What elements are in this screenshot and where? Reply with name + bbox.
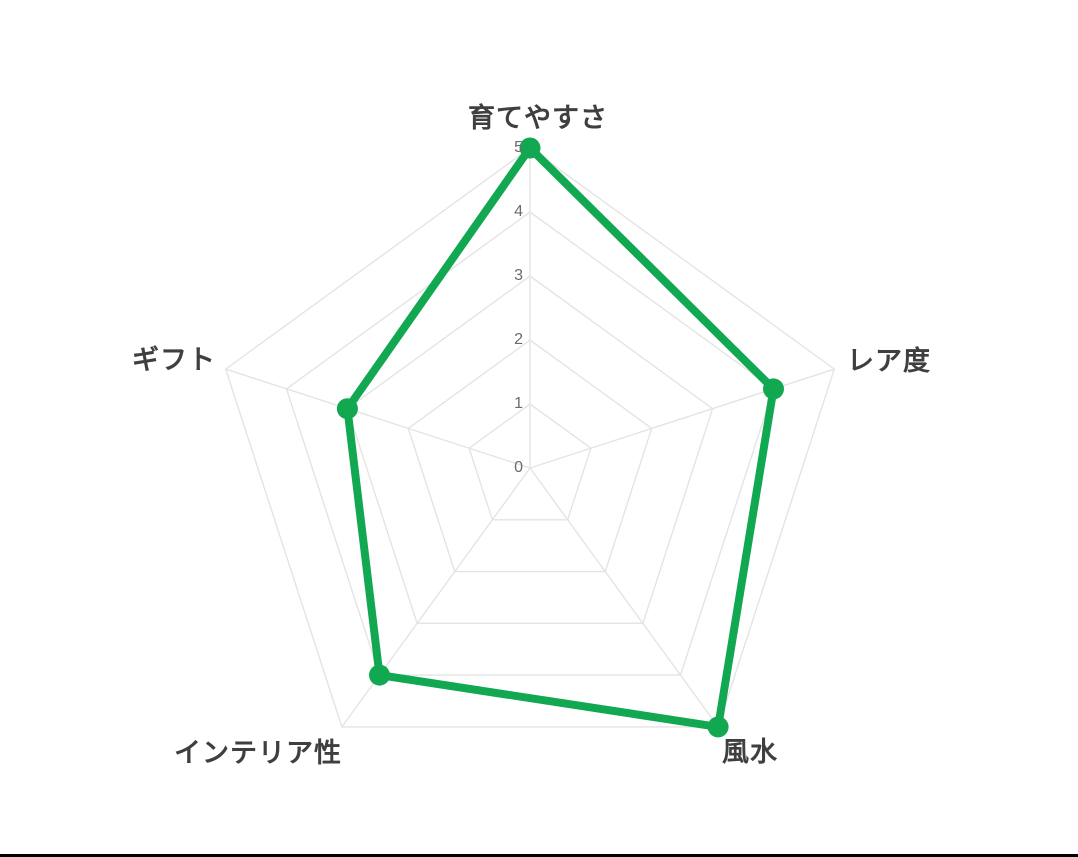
tick-label-3: 3: [514, 267, 523, 284]
axis-spoke-2: [529, 467, 719, 728]
axis-label-interior: インテリア性: [174, 738, 342, 768]
grid-ring-level-2: [407, 339, 653, 573]
axis-label-rarity: レア度: [847, 346, 931, 376]
grid-ring-level-5: [224, 147, 836, 728]
data-polygon: [343, 144, 778, 731]
tick-label-2: 2: [514, 331, 523, 348]
data-point-3: [369, 664, 390, 686]
tick-label-5: 5: [514, 139, 523, 156]
data-point-0: [519, 137, 541, 159]
axis-spoke-1: [529, 368, 835, 469]
data-point-4: [336, 398, 358, 420]
axis-spoke-3: [341, 467, 531, 728]
data-point-1: [763, 378, 784, 400]
axis-label-gift: ギフト: [132, 345, 216, 375]
grid-ring-level-4: [285, 211, 775, 676]
axis-spoke-4: [225, 368, 531, 469]
axis-label-growability: 育てやすさ: [468, 103, 608, 133]
axis-label-fengshui: 風水: [722, 737, 778, 767]
tick-label-4: 4: [514, 203, 523, 220]
grid-ring-level-3: [346, 275, 714, 624]
data-point-2: [707, 716, 729, 738]
tick-label-1: 1: [514, 395, 523, 412]
bottom-divider-bar: [0, 854, 1078, 857]
tick-label-0: 0: [514, 459, 523, 476]
grid-ring-level-1: [468, 403, 592, 521]
